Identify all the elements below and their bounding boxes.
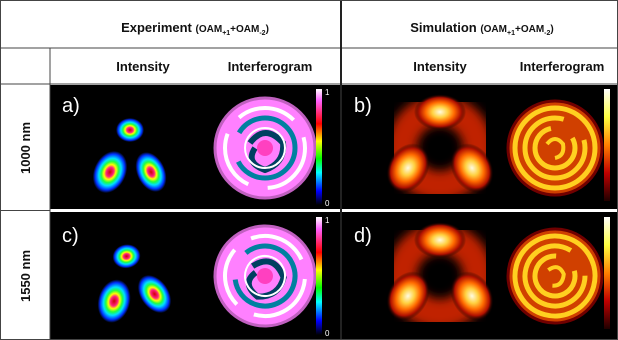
body: Experiment (OAM+1+OAM-2) Simulation (OAM… [0,0,618,340]
header-text: Experiment [121,20,192,35]
colorbar-tick: 1 [325,216,330,225]
header-text: +OAM [230,24,259,35]
header-text: ) [266,24,269,35]
header-text: (OAM [196,24,223,35]
graphic [316,217,322,335]
panel-label: b) [354,95,372,117]
graphic [604,89,610,201]
panel-label: c) [62,225,79,247]
column-header: Intensity [413,59,467,74]
graphic [508,101,602,195]
graphic [604,217,610,329]
column-header: Interferogram [228,59,313,74]
panel-label: a) [62,95,80,117]
column-header: Interferogram [520,59,605,74]
graphic [215,98,315,198]
column-header: Intensity [116,59,170,74]
panel-label: d) [354,225,372,247]
page: {"header":{"experiment":{"title":"Experi… [0,0,618,340]
colorbar-tick: 0 [325,329,330,338]
figure: Experiment (OAM+1+OAM-2) Simulation (OAM… [0,0,618,340]
graphic [316,89,322,205]
header-text: +1 [507,30,515,37]
header-text: +OAM [515,24,544,35]
row-label: 1550 nm [18,250,33,302]
header-text: +1 [222,30,230,37]
header-text: ) [550,24,553,35]
header-text: Simulation [410,20,477,35]
header-text: (OAM [480,24,507,35]
row-label: 1000 nm [18,122,33,174]
panels [50,85,618,340]
colorbar-tick: 0 [325,199,330,208]
colorbar-tick: 1 [325,88,330,97]
